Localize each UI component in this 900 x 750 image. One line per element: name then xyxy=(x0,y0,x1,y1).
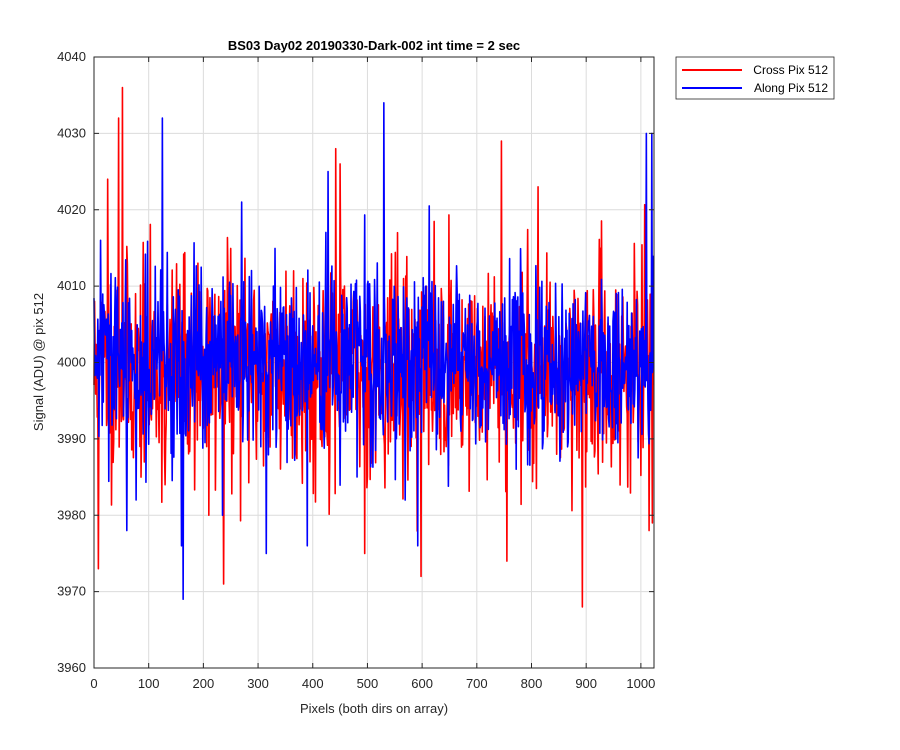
legend-label-along: Along Pix 512 xyxy=(754,81,828,95)
x-tick-label: 600 xyxy=(411,676,433,691)
x-tick-label: 200 xyxy=(193,676,215,691)
series-line-1 xyxy=(93,102,655,601)
x-tick-label: 1000 xyxy=(626,676,655,691)
x-tick-label: 500 xyxy=(357,676,379,691)
y-tick-label: 4020 xyxy=(57,202,86,217)
series-layer xyxy=(93,86,655,608)
y-tick-label: 3970 xyxy=(57,584,86,599)
legend-box xyxy=(675,56,835,100)
x-tick-label: 400 xyxy=(302,676,324,691)
y-tick-label: 3990 xyxy=(57,431,86,446)
y-tick-label: 4000 xyxy=(57,355,86,370)
x-tick-label: 900 xyxy=(575,676,597,691)
chart-title: BS03 Day02 20190330-Dark-002 int time = … xyxy=(228,38,520,53)
y-tick-label: 4030 xyxy=(57,125,86,140)
x-axis-label: Pixels (both dirs on array) xyxy=(300,701,448,716)
y-tick-label: 4040 xyxy=(57,49,86,64)
x-tick-label: 100 xyxy=(138,676,160,691)
y-tick-label: 4010 xyxy=(57,278,86,293)
x-tick-label: 700 xyxy=(466,676,488,691)
y-tick-label: 3960 xyxy=(57,660,86,675)
ticks: 0 100 200 300 400 500 600 700 800 900 1000 3960 3970… xyxy=(57,49,655,691)
y-tick-label: 3980 xyxy=(57,507,86,522)
legend: Cross Pix 512 Along Pix 512 xyxy=(675,56,835,100)
x-tick-label: 0 xyxy=(90,676,97,691)
x-tick-label: 800 xyxy=(521,676,543,691)
y-axis-label: Signal (ADU) @ pix 512 xyxy=(31,293,46,431)
legend-label-cross: Cross Pix 512 xyxy=(753,63,828,77)
x-tick-label: 300 xyxy=(247,676,269,691)
